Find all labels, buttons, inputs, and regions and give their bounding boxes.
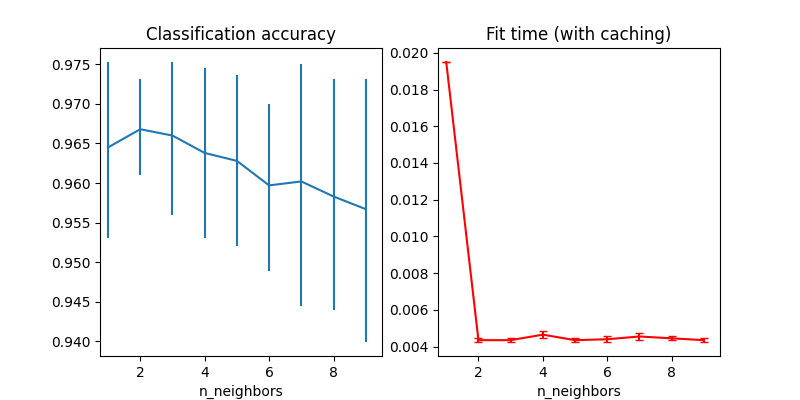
Title: Fit time (with caching): Fit time (with caching) — [486, 26, 672, 44]
X-axis label: n_neighbors: n_neighbors — [537, 385, 622, 400]
X-axis label: n_neighbors: n_neighbors — [198, 385, 283, 400]
Title: Classification accuracy: Classification accuracy — [146, 26, 336, 44]
